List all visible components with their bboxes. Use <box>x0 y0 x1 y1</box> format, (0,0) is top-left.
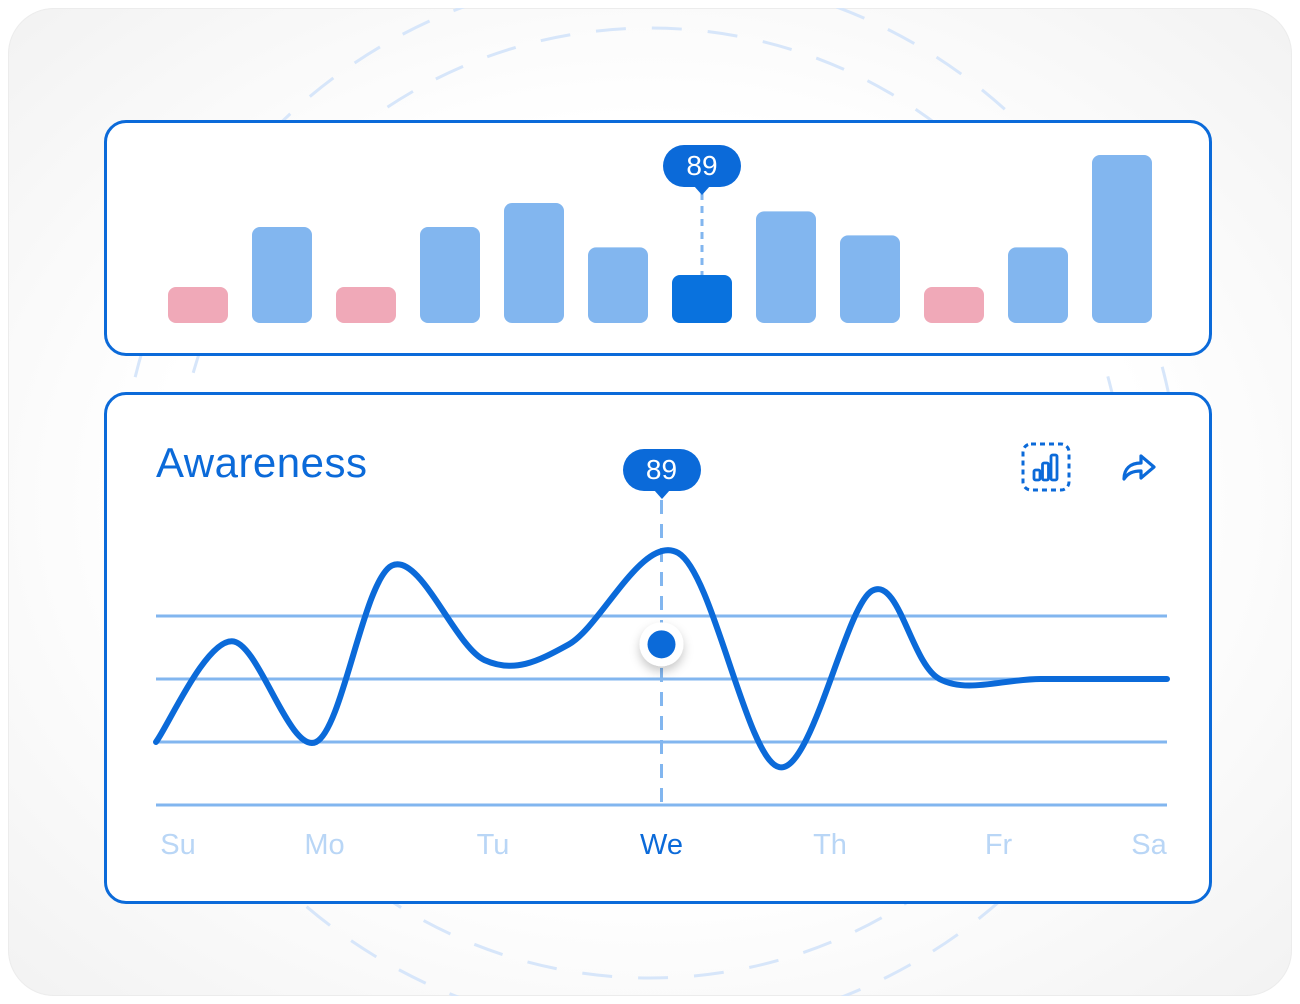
x-tick-label: We <box>640 829 683 861</box>
line-chart <box>153 500 1170 807</box>
bar <box>756 211 816 323</box>
chart-title: Awareness <box>156 439 368 486</box>
x-tick-label: Su <box>160 829 196 861</box>
bar <box>1092 155 1152 323</box>
x-tick-label: Mo <box>304 829 345 861</box>
bar <box>588 247 648 323</box>
x-tick-label: Fr <box>984 829 1013 861</box>
bar <box>336 287 396 323</box>
x-tick-label: Tu <box>476 829 510 861</box>
bar <box>168 287 228 323</box>
line-chart-card: Awareness 89 Su Mo Tu We Th Fr Sa <box>104 392 1212 904</box>
bar <box>840 235 900 323</box>
frame: 89 Awareness 89 Su Mo Tu We Th Fr Sa <box>8 8 1292 996</box>
bar <box>420 227 480 323</box>
selected-point <box>647 630 676 659</box>
x-tick-label: Th <box>813 829 847 861</box>
bar <box>1008 247 1068 323</box>
share-arrow-icon[interactable] <box>1113 441 1165 493</box>
bar <box>672 275 732 323</box>
bar-chart <box>168 155 1152 323</box>
x-tick-label: Sa <box>1131 829 1167 861</box>
bar <box>924 287 984 323</box>
bar <box>504 203 564 323</box>
bar <box>252 227 312 323</box>
line-tooltip: 89 <box>622 449 701 499</box>
bar-tooltip: 89 <box>663 145 741 195</box>
series-line <box>153 547 1170 771</box>
chart-select-icon[interactable] <box>1020 441 1072 493</box>
bar-chart-card: 89 <box>104 120 1212 356</box>
